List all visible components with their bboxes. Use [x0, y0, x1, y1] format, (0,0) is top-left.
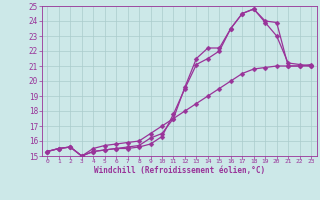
- X-axis label: Windchill (Refroidissement éolien,°C): Windchill (Refroidissement éolien,°C): [94, 166, 265, 175]
